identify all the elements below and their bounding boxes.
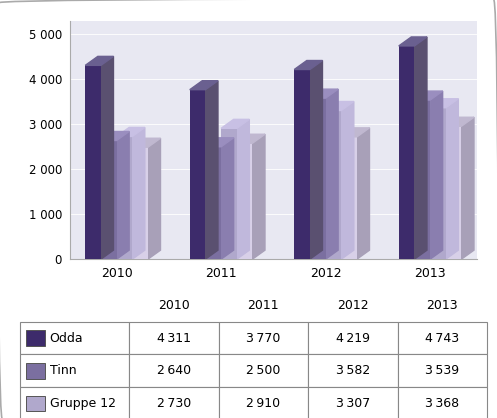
Polygon shape	[430, 91, 443, 259]
Text: 4 743: 4 743	[425, 331, 459, 345]
Text: 2011: 2011	[248, 299, 279, 312]
Text: 4 219: 4 219	[336, 331, 370, 345]
Text: Odda: Odda	[50, 331, 83, 345]
Bar	[219, 387, 308, 418]
Text: 2 640: 2 640	[157, 364, 191, 377]
Polygon shape	[446, 117, 474, 126]
Text: 2 910: 2 910	[247, 397, 280, 410]
Polygon shape	[221, 138, 234, 259]
Text: 2013: 2013	[426, 299, 458, 312]
Bar	[414, 100, 430, 259]
Polygon shape	[132, 127, 145, 259]
Bar	[101, 140, 117, 259]
Text: 2 500: 2 500	[246, 364, 281, 377]
Text: 3 539: 3 539	[425, 364, 459, 377]
Polygon shape	[85, 56, 113, 65]
Polygon shape	[414, 37, 427, 259]
Polygon shape	[341, 128, 369, 137]
Bar	[398, 387, 487, 418]
Polygon shape	[237, 120, 249, 259]
Polygon shape	[237, 134, 265, 143]
Text: 2 730: 2 730	[157, 397, 191, 410]
Polygon shape	[205, 81, 218, 259]
Polygon shape	[430, 99, 458, 108]
Polygon shape	[310, 89, 338, 98]
Polygon shape	[294, 61, 323, 69]
Bar	[26, 330, 45, 346]
Bar	[20, 322, 129, 354]
Bar	[341, 137, 357, 259]
Text: Gruppe 12: Gruppe 12	[50, 397, 116, 410]
Polygon shape	[326, 89, 338, 259]
Bar	[205, 147, 221, 259]
Text: 3 307: 3 307	[336, 397, 370, 410]
Bar	[430, 108, 446, 259]
Polygon shape	[326, 102, 354, 110]
Bar	[26, 363, 45, 379]
Polygon shape	[205, 138, 234, 147]
Text: Tinn: Tinn	[50, 364, 77, 377]
Polygon shape	[117, 127, 145, 136]
Polygon shape	[101, 132, 129, 140]
Polygon shape	[399, 37, 427, 46]
Polygon shape	[310, 61, 323, 259]
Polygon shape	[341, 102, 354, 259]
Polygon shape	[101, 56, 113, 259]
Polygon shape	[461, 117, 474, 259]
Bar	[398, 354, 487, 387]
Bar	[308, 387, 398, 418]
Text: 3 582: 3 582	[336, 364, 370, 377]
Polygon shape	[190, 81, 218, 90]
Bar	[129, 387, 219, 418]
Bar	[219, 354, 308, 387]
Polygon shape	[446, 99, 458, 259]
Bar	[446, 126, 461, 259]
Polygon shape	[357, 128, 369, 259]
Bar	[308, 354, 398, 387]
Bar	[20, 387, 129, 418]
Polygon shape	[117, 132, 129, 259]
Text: 2012: 2012	[337, 299, 369, 312]
Bar	[129, 322, 219, 354]
Polygon shape	[148, 138, 161, 259]
Bar	[132, 147, 148, 259]
Bar	[219, 322, 308, 354]
Text: 2010: 2010	[158, 299, 190, 312]
Polygon shape	[132, 138, 161, 147]
Polygon shape	[221, 120, 249, 128]
Bar	[20, 354, 129, 387]
Bar	[190, 90, 205, 259]
Text: 3 368: 3 368	[425, 397, 459, 410]
Bar	[26, 395, 45, 411]
Text: 3 770: 3 770	[246, 331, 281, 345]
Bar	[308, 322, 398, 354]
Bar	[221, 128, 237, 259]
Bar	[398, 322, 487, 354]
Bar	[310, 98, 326, 259]
Bar	[117, 136, 132, 259]
Bar	[129, 354, 219, 387]
Bar	[85, 65, 101, 259]
Bar	[326, 110, 341, 259]
Polygon shape	[414, 91, 443, 100]
Bar	[399, 46, 414, 259]
Text: 4 311: 4 311	[157, 331, 191, 345]
Bar	[294, 69, 310, 259]
Polygon shape	[252, 134, 265, 259]
Bar	[237, 143, 252, 259]
